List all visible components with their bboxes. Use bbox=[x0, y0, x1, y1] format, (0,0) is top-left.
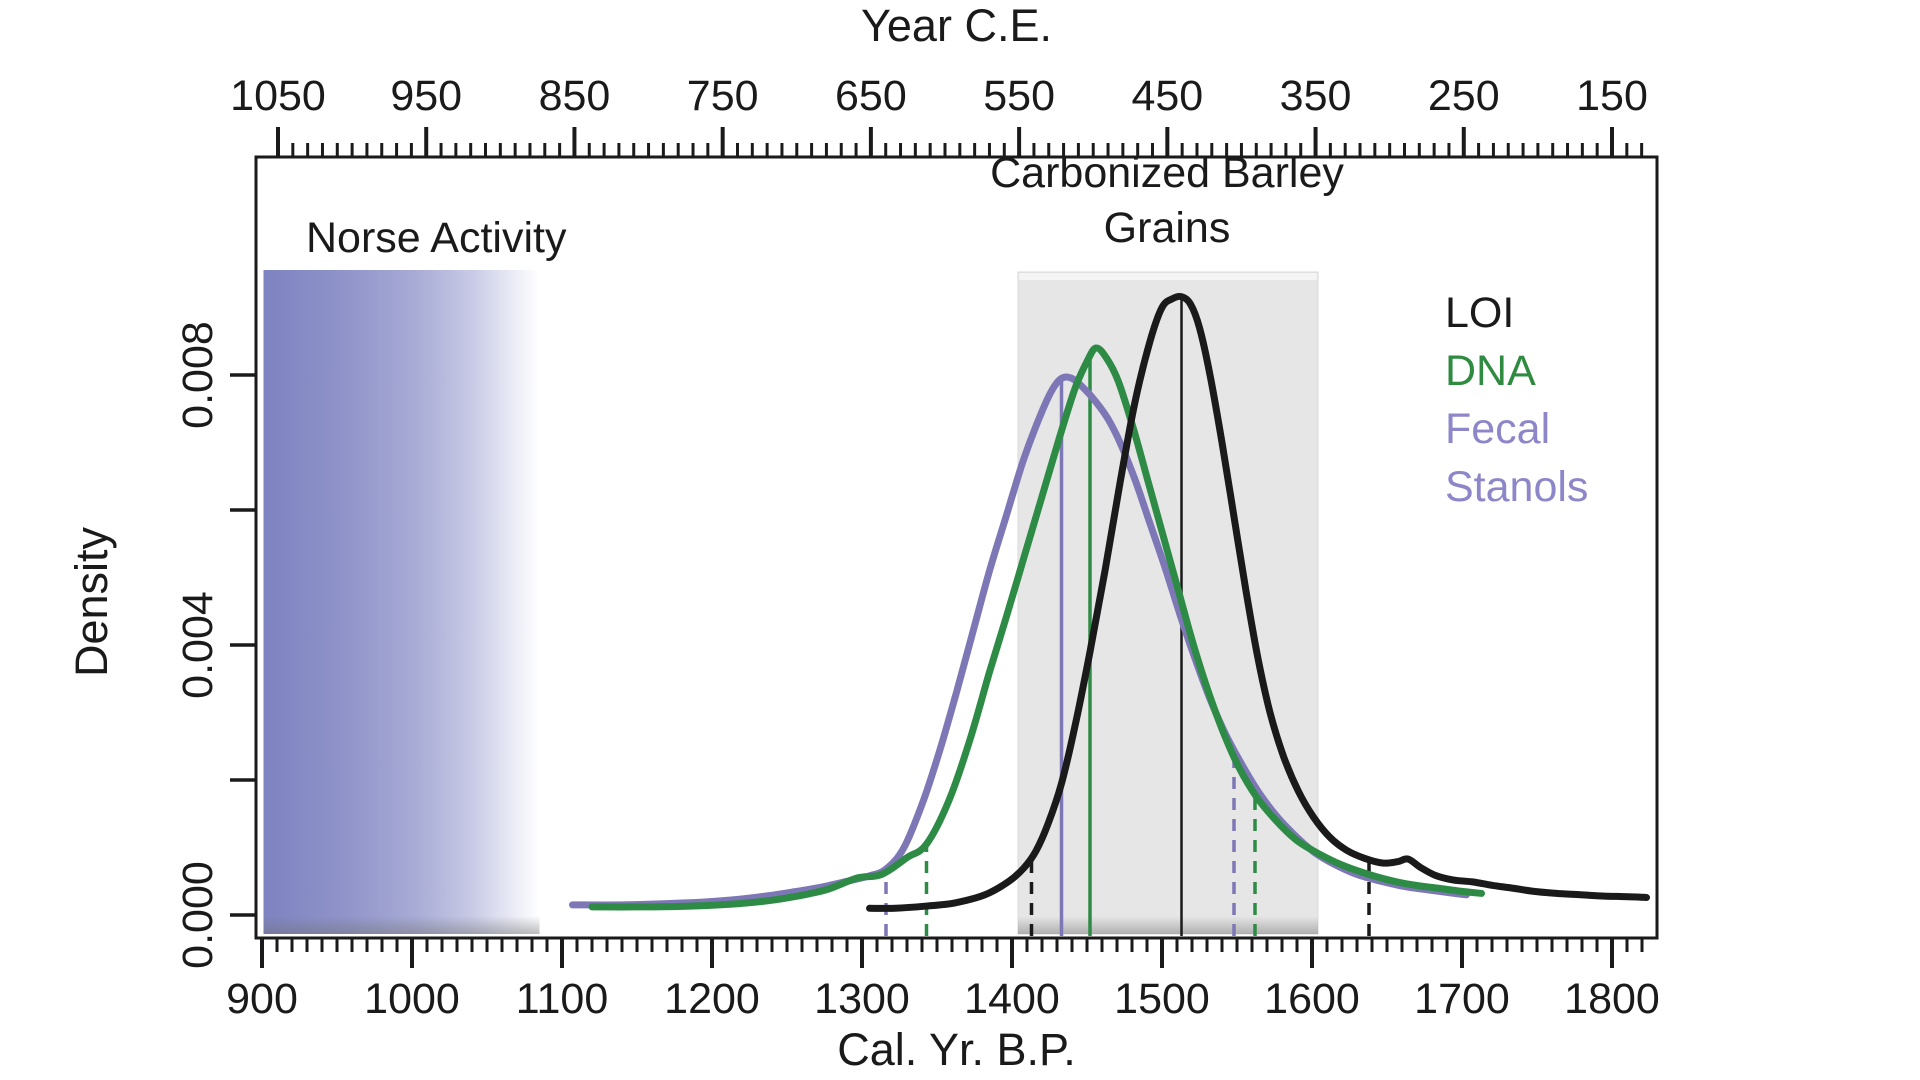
x-axis-tick-label: 1300 bbox=[814, 975, 910, 1023]
carbonized-barley-region bbox=[1017, 271, 1319, 935]
x-axis-tick-label: 900 bbox=[226, 975, 298, 1023]
x-axis-tick-label: 1200 bbox=[664, 975, 760, 1023]
barley-label-line1: Carbonized Barley bbox=[990, 149, 1344, 197]
plot-border bbox=[254, 155, 1659, 940]
x-axis-tick-label: 1800 bbox=[1564, 975, 1660, 1023]
x-axis-tick-label: 1700 bbox=[1414, 975, 1510, 1023]
y-axis-tick-label: 0.000 bbox=[174, 861, 222, 969]
loi-curve bbox=[866, 292, 1650, 912]
norse-activity-label: Norse Activity bbox=[306, 214, 567, 262]
top-axis-title: Year C.E. bbox=[861, 0, 1052, 51]
top-axis-tick-label: 650 bbox=[835, 72, 907, 120]
norse-activity-region-shadow bbox=[263, 916, 540, 934]
top-axis-tick-label: 1050 bbox=[230, 72, 326, 120]
top-axis-tick-label: 450 bbox=[1131, 72, 1203, 120]
y-axis-title: Density bbox=[66, 526, 117, 678]
x-axis-tick-label: 1000 bbox=[364, 975, 460, 1023]
top-axis-tick-label: 350 bbox=[1280, 72, 1352, 120]
legend-item-dna: DNA bbox=[1445, 347, 1536, 395]
legend-item-loi: LOI bbox=[1445, 289, 1515, 337]
norse-activity-region bbox=[263, 270, 540, 934]
legend-item-fecal-stanols: Fecal Stanols bbox=[1445, 405, 1589, 511]
barley-label-line2: Grains bbox=[1103, 204, 1231, 252]
y-axis-tick-label: 0.008 bbox=[174, 321, 222, 429]
x-axis-tick-label: 1600 bbox=[1264, 975, 1360, 1023]
dna-curve bbox=[588, 344, 1485, 911]
legend: LOI DNA Fecal Stanols bbox=[1445, 284, 1645, 516]
top-axis-tick-label: 750 bbox=[687, 72, 759, 120]
top-axis-tick-label: 550 bbox=[983, 72, 1055, 120]
top-axis-tick-label: 850 bbox=[539, 72, 611, 120]
top-axis-tick-label: 250 bbox=[1428, 72, 1500, 120]
y-axis-tick-label: 0.004 bbox=[174, 591, 222, 699]
bottom-axis-title: Cal. Yr. B.P. bbox=[837, 1024, 1076, 1075]
x-axis-tick-label: 1100 bbox=[516, 975, 608, 1023]
top-axis-tick-label: 150 bbox=[1576, 72, 1648, 120]
carbonized-barley-region-shadow bbox=[1018, 916, 1318, 934]
top-axis-tick-label: 950 bbox=[390, 72, 462, 120]
x-axis-tick-label: 1400 bbox=[964, 975, 1060, 1023]
carbonized-barley-region-highlight bbox=[1019, 273, 1317, 280]
x-axis-tick-label: 1500 bbox=[1114, 975, 1210, 1023]
carbonized-barley-grains-label: Carbonized Barley Grains bbox=[967, 146, 1367, 256]
